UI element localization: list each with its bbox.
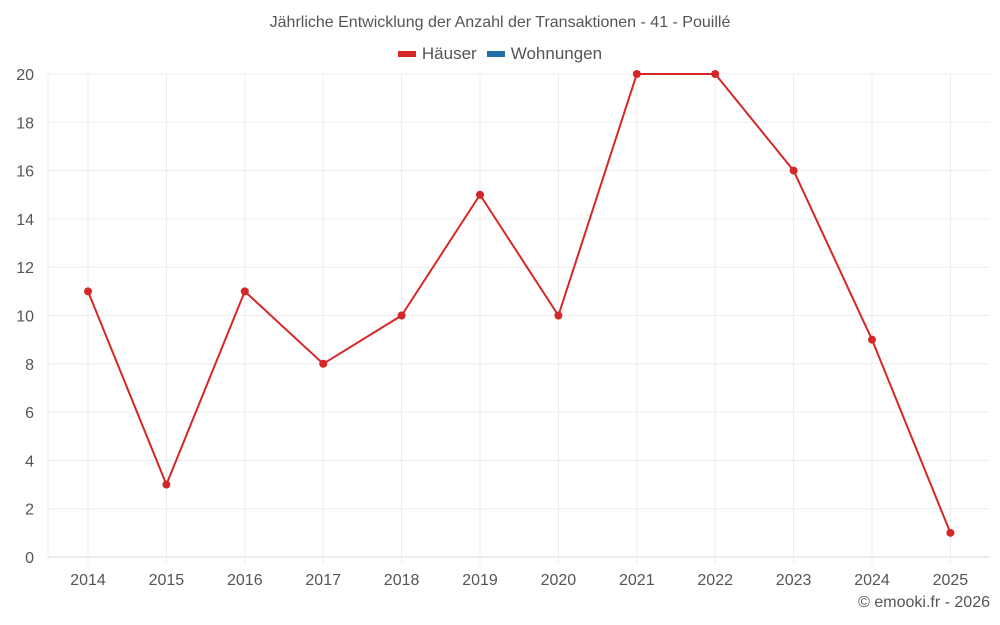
data-point[interactable] [397, 311, 406, 320]
data-point[interactable] [554, 311, 563, 320]
data-point[interactable] [319, 359, 328, 368]
copyright-credit: © emooki.fr - 2026 [858, 594, 990, 611]
data-point[interactable] [632, 70, 641, 78]
x-tick-label: 2024 [854, 572, 890, 589]
y-tick-label: 14 [16, 212, 34, 229]
legend-item-haeuser[interactable]: Häuser [397, 44, 477, 64]
y-tick-label: 20 [16, 67, 34, 84]
y-tick-label: 10 [16, 309, 34, 326]
x-tick-label: 2022 [697, 572, 733, 589]
legend-swatch-wohnungen [486, 51, 505, 57]
x-tick-label: 2017 [305, 572, 341, 589]
data-point[interactable] [789, 166, 798, 175]
x-tick-label: 2020 [541, 572, 577, 589]
data-point[interactable] [711, 70, 720, 78]
legend-item-wohnungen[interactable]: Wohnungen [486, 44, 603, 64]
legend-swatch-haeuser [397, 51, 416, 57]
x-axis: 2014 2015 2016 2017 2018 2019 2020 2021 2022 2023… [70, 572, 968, 589]
y-axis: 0 2 4 6 8 10 12 14 16 18 20 [16, 67, 34, 567]
data-point[interactable] [162, 480, 171, 489]
data-point[interactable] [84, 287, 92, 296]
x-tick-label: 2021 [619, 572, 655, 589]
y-tick-label: 16 [16, 164, 34, 181]
y-tick-label: 0 [25, 550, 34, 567]
x-tick-label: 2014 [70, 572, 106, 589]
data-point[interactable] [240, 287, 249, 296]
y-tick-label: 12 [16, 260, 34, 277]
y-tick-label: 18 [16, 115, 34, 132]
grid-lines [47, 73, 990, 565]
x-tick-label: 2015 [149, 572, 185, 589]
series-haeuser [84, 70, 955, 537]
x-tick-label: 2018 [384, 572, 420, 589]
series-line [87, 73, 952, 534]
chart-legend: Häuser Wohnungen [0, 44, 1000, 64]
chart-title: Jährliche Entwicklung der Anzahl der Tra… [269, 14, 731, 31]
data-point[interactable] [946, 528, 955, 537]
y-tick-label: 8 [25, 357, 34, 374]
legend-label-wohnungen: Wohnungen [510, 44, 603, 63]
y-tick-label: 6 [25, 405, 34, 422]
data-point[interactable] [476, 190, 484, 199]
data-point[interactable] [868, 335, 876, 344]
legend-label-haeuser: Häuser [421, 44, 477, 63]
x-tick-label: 2016 [227, 572, 263, 589]
x-tick-label: 2023 [776, 572, 812, 589]
x-tick-label: 2025 [933, 572, 969, 589]
y-tick-label: 4 [25, 453, 34, 470]
x-tick-label: 2019 [462, 572, 498, 589]
y-tick-label: 2 [25, 502, 34, 519]
